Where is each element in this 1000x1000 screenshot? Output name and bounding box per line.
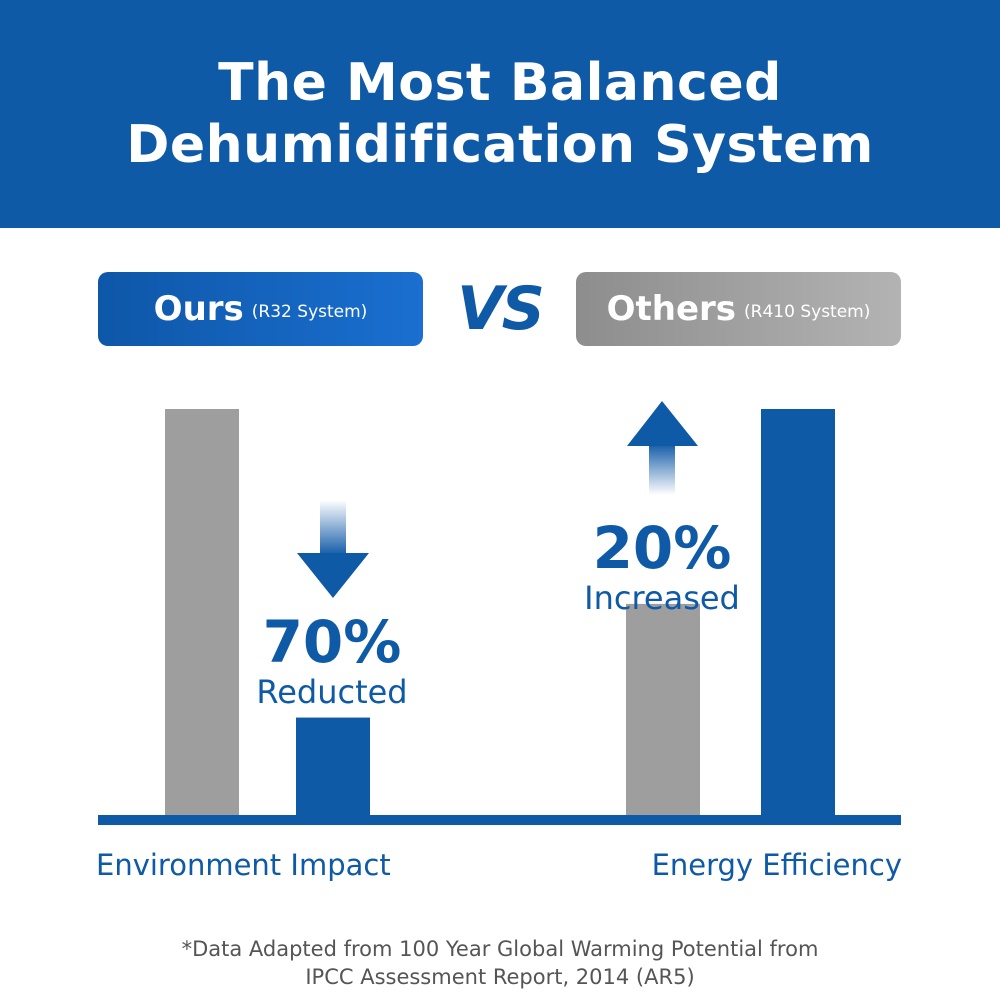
- bar-others-environment-impact: [165, 409, 239, 815]
- header-banner: The Most Balanced Dehumidification Syste…: [0, 0, 1000, 228]
- category-label-environment: Environment Impact: [96, 848, 391, 882]
- others-label: Others: [606, 289, 737, 329]
- footnote-line-2: IPCC Assessment Report, 2014 (AR5): [305, 965, 695, 989]
- increase-percent: 20%: [592, 514, 732, 582]
- others-badge: Others (R410 System): [576, 272, 901, 346]
- title-line-2: Dehumidification System: [126, 115, 874, 175]
- footnote-line-1: *Data Adapted from 100 Year Global Warmi…: [181, 937, 819, 961]
- up-arrow-icon: [627, 401, 698, 495]
- title-line-1: The Most Balanced: [218, 53, 782, 113]
- baseline-axis: [98, 815, 901, 825]
- reduction-percent: 70%: [262, 608, 402, 676]
- vs-label: VS: [457, 274, 545, 344]
- reduction-label: Reducted: [256, 673, 408, 711]
- ours-badge: Ours (R32 System): [98, 272, 423, 346]
- category-label-energy: Energy Efficiency: [651, 848, 902, 882]
- increase-label: Increased: [584, 579, 740, 617]
- others-system-label: (R410 System): [744, 302, 871, 322]
- increase-callout: 20% Increased: [562, 516, 762, 616]
- footnote: *Data Adapted from 100 Year Global Warmi…: [0, 935, 1000, 991]
- ours-label: Ours: [153, 289, 244, 329]
- page-title: The Most Balanced Dehumidification Syste…: [126, 52, 874, 176]
- bar-others-energy-efficiency: [626, 603, 700, 815]
- bar-ours-environment-impact: [296, 717, 370, 815]
- ours-system-label: (R32 System): [251, 302, 368, 322]
- reduction-callout: 70% Reducted: [232, 610, 432, 710]
- down-arrow-icon: [297, 500, 369, 598]
- bar-ours-energy-efficiency: [761, 409, 835, 815]
